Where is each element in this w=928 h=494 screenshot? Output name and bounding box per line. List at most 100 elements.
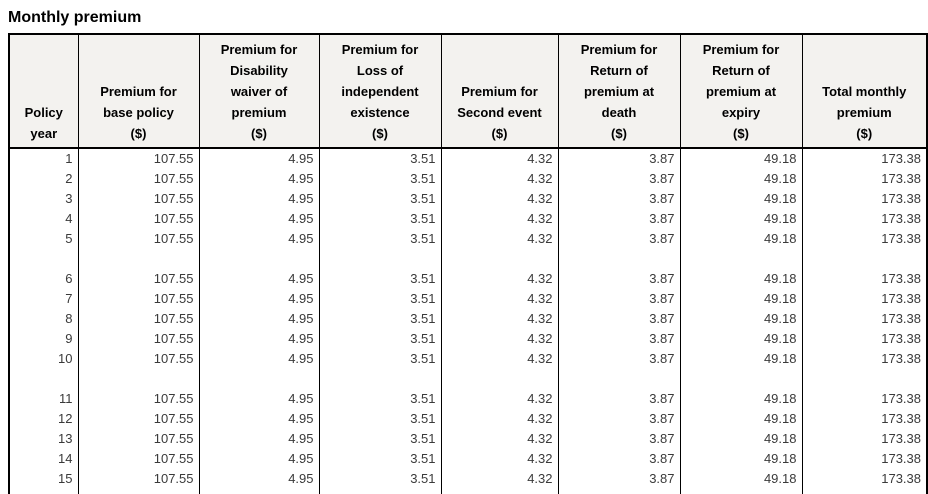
table-row: 6 107.55 4.95 3.51 4.32 3.87 49.18 173.38 (9, 269, 927, 289)
premium-value-cell: 3.87 (558, 349, 681, 369)
table-row: 1 107.55 4.95 3.51 4.32 3.87 49.18 173.38 (9, 148, 927, 169)
premium-value-cell: 49.18 (680, 329, 803, 349)
premium-value-cell: 49.18 (680, 209, 803, 229)
premium-value-cell: 173.38 (881, 471, 921, 486)
premium-value-cell: 3.51 (319, 309, 442, 329)
premium-value-cell: 3.51 (319, 429, 442, 449)
policy-year-cell: 7 (9, 289, 79, 309)
premium-value-cell: 3.51 (319, 329, 442, 349)
premium-value-cell: 107.55 (78, 469, 200, 489)
spacer-cell (680, 489, 803, 494)
premium-value-cell: 49.18 (680, 449, 803, 469)
premium-value-cell: 49.18 (680, 148, 803, 169)
policy-year-cell: 3 (9, 189, 79, 209)
premium-value-cell: 3.51 (319, 289, 442, 309)
premium-value-cell: 4.95 (199, 429, 320, 449)
premium-value-cell: 107.55 (78, 309, 200, 329)
table-row: 9 107.55 4.95 3.51 4.32 3.87 49.18 173.38 (9, 329, 927, 349)
premium-value-cell: 3.51 (319, 349, 442, 369)
spacer-cell (319, 489, 442, 494)
premium-value-cell: 173.38 (881, 431, 921, 446)
premium-value-cell: 173.38 (881, 211, 921, 226)
table-row: 4 107.55 4.95 3.51 4.32 3.87 49.18 173.38 (9, 209, 927, 229)
header-premium-second-event: Premium for Second event ($) (441, 34, 559, 149)
header-premium-loss-independent: Premium for Loss of independent existenc… (319, 34, 442, 149)
premium-value-cell: 4.95 (199, 289, 320, 309)
premium-value-cell: 3.51 (319, 148, 442, 169)
premium-value-cell: 173.38 (881, 171, 921, 186)
premium-value-cell: 3.51 (319, 169, 442, 189)
spacer-cell (680, 369, 803, 389)
table-row: 11 107.55 4.95 3.51 4.32 3.87 49.18 173.38 (9, 389, 927, 409)
spacer-cell (199, 249, 320, 269)
policy-year-cell: 14 (9, 449, 79, 469)
header-premium-disability-waiver: Premium for Disability waiver of premium… (199, 34, 320, 149)
premium-value-cell: 4.95 (199, 349, 320, 369)
policy-year-cell: 4 (9, 209, 79, 229)
table-row: 14 107.55 4.95 3.51 4.32 3.87 49.18 173.38 (9, 449, 927, 469)
premium-value-cell: 4.32 (441, 189, 559, 209)
header-total-monthly-premium: Total monthly premium ($) (802, 34, 927, 149)
table-row: 5 107.55 4.95 3.51 4.32 3.87 49.18 173.38 (9, 229, 927, 249)
group-spacer-row (9, 489, 927, 494)
premium-value-cell: 3.87 (558, 189, 681, 209)
premium-value-cell: 3.87 (558, 329, 681, 349)
premium-value-cell: 3.51 (319, 469, 442, 489)
header-row: Policy year Premium for base policy ($) … (9, 34, 927, 149)
table-row: 12 107.55 4.95 3.51 4.32 3.87 49.18 173.38 (9, 409, 927, 429)
premium-value-cell: 3.87 (558, 309, 681, 329)
premium-value-cell: 4.95 (199, 209, 320, 229)
premium-value-cell: 3.51 (319, 389, 442, 409)
premium-value-cell: 107.55 (78, 429, 200, 449)
spacer-cell (319, 249, 442, 269)
premium-value-cell: 4.95 (199, 189, 320, 209)
premium-value-cell: 49.18 (680, 389, 803, 409)
spacer-cell (802, 369, 927, 389)
premium-value-cell: 4.32 (441, 409, 559, 429)
header-policy-year: Policy year (9, 34, 79, 149)
premium-value-cell: 173.38 (881, 271, 921, 286)
premium-value-cell: 4.95 (199, 269, 320, 289)
header-premium-return-expiry: Premium for Return of premium at expiry … (680, 34, 803, 149)
premium-value-cell: 4.32 (441, 349, 559, 369)
premium-value-cell: 49.18 (680, 229, 803, 249)
premium-value-cell: 3.87 (558, 449, 681, 469)
spacer-cell (78, 489, 200, 494)
spacer-cell (441, 369, 559, 389)
premium-value-cell: 4.32 (441, 148, 559, 169)
premium-value-cell: 3.51 (319, 229, 442, 249)
spacer-cell (558, 249, 681, 269)
premium-value-cell: 173.38 (881, 451, 921, 466)
premium-value-cell: 4.95 (199, 329, 320, 349)
table-row: 10 107.55 4.95 3.51 4.32 3.87 49.18 173.38 (9, 349, 927, 369)
policy-year-cell: 5 (9, 229, 79, 249)
premium-value-cell: 3.87 (558, 269, 681, 289)
premium-value-cell: 4.32 (441, 449, 559, 469)
premium-value-cell: 3.87 (558, 169, 681, 189)
policy-year-cell: 1 (9, 148, 79, 169)
premium-value-cell: 3.51 (319, 409, 442, 429)
premium-value-cell: 3.87 (558, 209, 681, 229)
premium-value-cell: 173.38 (881, 351, 921, 366)
premium-value-cell: 49.18 (680, 429, 803, 449)
premium-value-cell: 173.38 (881, 151, 921, 166)
premium-value-cell: 4.95 (199, 169, 320, 189)
premium-value-cell: 4.32 (441, 389, 559, 409)
premium-value-cell: 3.51 (319, 449, 442, 469)
spacer-cell (199, 489, 320, 494)
policy-year-cell: 2 (9, 169, 79, 189)
group-spacer-row (9, 249, 927, 269)
spacer-cell (319, 369, 442, 389)
premium-value-cell: 3.87 (558, 429, 681, 449)
premium-value-cell: 4.32 (441, 269, 559, 289)
spacer-cell (558, 369, 681, 389)
premium-value-cell: 49.18 (680, 269, 803, 289)
premium-value-cell: 49.18 (680, 409, 803, 429)
premium-value-cell: 107.55 (78, 449, 200, 469)
policy-year-cell: 15 (9, 469, 79, 489)
premium-value-cell: 107.55 (78, 229, 200, 249)
spacer-cell (9, 249, 79, 269)
page-title: Monthly premium (8, 9, 142, 26)
table-row: 2 107.55 4.95 3.51 4.32 3.87 49.18 173.38 (9, 169, 927, 189)
premium-value-cell: 3.87 (558, 148, 681, 169)
